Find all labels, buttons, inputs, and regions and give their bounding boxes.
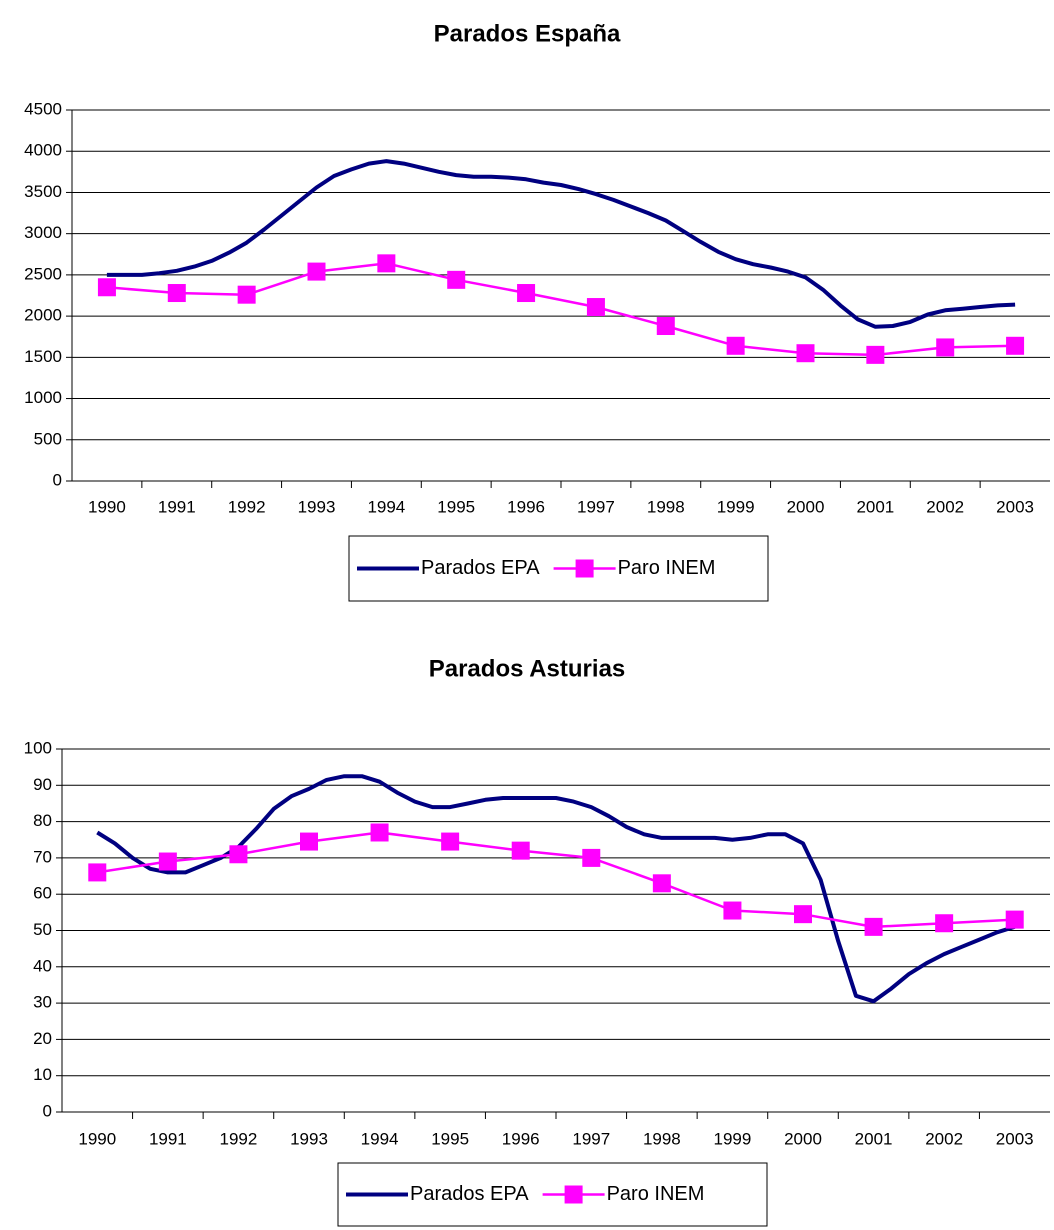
y-tick-label: 3500 (24, 182, 62, 201)
series-line (106, 159, 1016, 329)
y-tick-label: 40 (33, 956, 52, 975)
legend-label: Paro INEM (618, 557, 716, 579)
y-tick-label: 60 (33, 884, 52, 903)
marker (167, 284, 186, 303)
marker (582, 848, 601, 867)
y-tick-label: 4000 (24, 141, 62, 160)
x-tick-label: 1991 (149, 1129, 187, 1148)
legend-marker (564, 1185, 583, 1204)
x-tick-label: 1995 (437, 497, 475, 516)
y-tick-label: 1000 (24, 388, 62, 407)
marker (586, 298, 605, 317)
marker (237, 285, 256, 304)
marker (517, 284, 536, 303)
x-tick-label: 1993 (298, 497, 336, 516)
marker (300, 832, 318, 851)
marker (652, 874, 671, 893)
marker (656, 317, 675, 336)
y-tick-label: 4500 (24, 99, 62, 118)
marker (441, 832, 460, 851)
marker (158, 852, 177, 871)
x-tick-label: 1999 (714, 1129, 752, 1148)
x-tick-label: 2003 (996, 497, 1034, 516)
marker (796, 344, 815, 363)
x-tick-label: 1990 (78, 1129, 116, 1148)
x-tick-label: 1992 (228, 497, 266, 516)
x-tick-label: 2000 (784, 1129, 822, 1148)
x-tick-label: 1996 (507, 497, 545, 516)
y-tick-label: 2500 (24, 264, 62, 283)
marker (1005, 910, 1024, 929)
x-tick-label: 1998 (647, 497, 685, 516)
x-tick-label: 1998 (643, 1129, 681, 1148)
y-tick-label: 0 (43, 1101, 52, 1120)
x-tick-label: 2002 (926, 497, 964, 516)
legend-marker (575, 559, 594, 578)
x-tick-label: 1999 (717, 497, 755, 516)
x-tick-label: 2001 (856, 497, 894, 516)
x-tick-label: 2000 (787, 497, 825, 516)
x-tick-label: 1994 (367, 497, 405, 516)
x-tick-label: 1994 (361, 1129, 399, 1148)
chart-title: Parados Asturias (429, 655, 626, 682)
x-tick-label: 1995 (431, 1129, 469, 1148)
marker (88, 863, 107, 882)
marker (864, 917, 883, 936)
marker (794, 905, 812, 924)
y-tick-label: 50 (33, 920, 52, 939)
x-tick-label: 2002 (925, 1129, 963, 1148)
series-line (96, 774, 1016, 1004)
marker (370, 823, 389, 842)
y-tick-label: 500 (34, 429, 62, 448)
y-tick-label: 1500 (24, 347, 62, 366)
marker (307, 262, 326, 281)
x-tick-label: 1997 (577, 497, 615, 516)
x-tick-label: 1992 (220, 1129, 258, 1148)
y-tick-label: 30 (33, 993, 52, 1012)
x-tick-label: 1996 (502, 1129, 540, 1148)
legend-label: Paro INEM (607, 1183, 705, 1205)
marker (936, 338, 955, 357)
y-tick-label: 90 (33, 775, 52, 794)
y-tick-label: 100 (24, 738, 52, 757)
y-tick-label: 2000 (24, 306, 62, 325)
marker (723, 901, 742, 920)
y-tick-label: 70 (33, 847, 52, 866)
marker (1006, 336, 1025, 355)
marker (726, 336, 745, 355)
x-tick-label: 2001 (855, 1129, 893, 1148)
marker (866, 345, 885, 364)
series-line (106, 262, 1016, 357)
marker (97, 278, 116, 297)
x-tick-label: 1993 (290, 1129, 328, 1148)
chart-title: Parados España (434, 20, 621, 47)
legend-label: Parados EPA (421, 557, 540, 579)
x-tick-label: 1990 (88, 497, 126, 516)
marker (377, 254, 396, 273)
x-tick-label: 1997 (572, 1129, 610, 1148)
legend-label: Parados EPA (410, 1183, 529, 1205)
y-tick-label: 0 (53, 470, 62, 489)
x-tick-label: 1991 (158, 497, 196, 516)
x-tick-label: 2003 (996, 1129, 1034, 1148)
y-tick-label: 3000 (24, 223, 62, 242)
y-tick-label: 20 (33, 1029, 52, 1048)
marker (447, 270, 466, 289)
marker (229, 845, 248, 864)
y-tick-label: 80 (33, 811, 52, 830)
y-tick-label: 10 (33, 1065, 52, 1084)
marker (511, 841, 530, 860)
series-line (97, 831, 1015, 929)
marker (935, 914, 954, 933)
